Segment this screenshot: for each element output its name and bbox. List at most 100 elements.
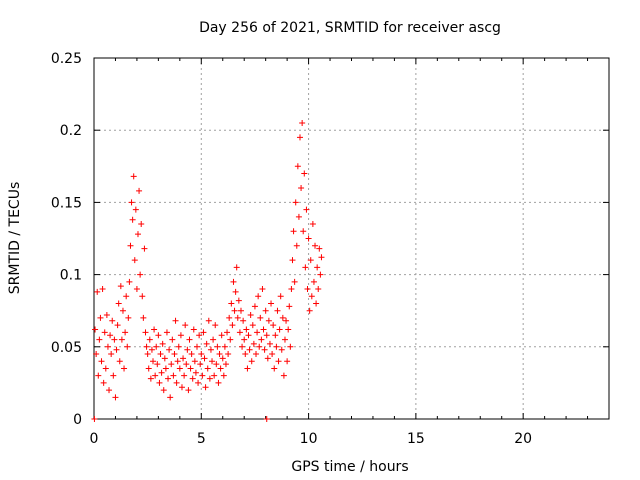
data-point — [196, 332, 203, 339]
data-point — [232, 288, 239, 295]
data-point — [194, 343, 200, 350]
data-point — [280, 372, 287, 379]
data-point — [203, 340, 210, 347]
data-point — [175, 343, 182, 350]
y-tick-label: 0.25 — [51, 51, 82, 67]
data-point — [121, 365, 128, 372]
data-point — [93, 351, 100, 358]
data-point — [161, 355, 168, 362]
data-point — [128, 199, 135, 206]
data-point — [278, 346, 285, 353]
data-point — [132, 206, 139, 213]
data-point — [250, 340, 257, 347]
data-point — [145, 365, 152, 372]
data-point — [255, 293, 262, 300]
data-point — [162, 365, 169, 372]
data-point — [277, 293, 284, 300]
data-point — [249, 322, 256, 329]
data-point — [254, 329, 261, 336]
data-point — [200, 329, 207, 336]
data-point — [95, 372, 102, 379]
data-point — [163, 329, 170, 336]
data-point — [106, 387, 113, 394]
data-point — [230, 278, 237, 285]
data-point — [172, 317, 179, 324]
data-point — [276, 326, 283, 333]
data-point — [300, 228, 307, 235]
data-point — [315, 286, 322, 293]
data-point — [165, 375, 172, 382]
data-point — [102, 365, 109, 372]
data-point — [231, 307, 238, 314]
data-point — [310, 278, 317, 285]
data-point — [117, 283, 124, 290]
data-point — [316, 245, 323, 252]
data-point — [99, 286, 106, 293]
data-point — [174, 358, 181, 365]
data-point — [111, 336, 118, 343]
y-axis-label: SRMTID / TECUs — [7, 182, 23, 295]
data-point — [317, 271, 324, 278]
data-point — [104, 343, 111, 350]
data-point — [123, 293, 130, 300]
data-point — [178, 384, 185, 391]
data-point — [167, 394, 174, 401]
data-point — [124, 343, 131, 350]
data-point — [130, 173, 137, 180]
data-point — [147, 375, 154, 382]
data-point — [291, 278, 298, 285]
data-point — [168, 361, 175, 368]
data-point — [155, 332, 162, 339]
data-point — [190, 326, 197, 333]
x-tick-label: 10 — [300, 431, 318, 447]
data-point — [213, 361, 220, 368]
y-tick-label: 0.05 — [51, 340, 82, 356]
data-point — [134, 231, 141, 238]
data-point — [293, 242, 300, 249]
data-point — [264, 355, 271, 362]
data-point — [107, 332, 114, 339]
data-point — [94, 288, 101, 295]
data-point — [114, 322, 121, 329]
data-point — [247, 312, 254, 319]
data-point — [302, 264, 309, 271]
data-point — [169, 336, 176, 343]
data-point — [257, 314, 264, 321]
data-point — [263, 416, 270, 422]
data-point — [217, 365, 224, 372]
data-point — [243, 326, 250, 333]
data-point — [183, 361, 190, 368]
data-point — [133, 286, 140, 293]
data-point — [288, 286, 295, 293]
data-point — [225, 351, 232, 358]
data-point — [96, 336, 103, 343]
data-point — [187, 365, 194, 372]
data-point — [299, 119, 306, 126]
data-point — [144, 351, 151, 358]
data-point — [239, 343, 246, 350]
data-point — [237, 307, 244, 314]
data-point — [245, 332, 252, 339]
data-point — [292, 199, 299, 206]
data-point — [150, 358, 157, 365]
data-point — [127, 242, 134, 249]
data-point — [262, 307, 269, 314]
data-point — [216, 351, 223, 358]
data-point — [307, 257, 314, 264]
data-point — [279, 314, 286, 321]
data-point — [235, 297, 242, 304]
data-point — [285, 326, 292, 333]
data-point — [154, 361, 161, 368]
data-point — [274, 307, 281, 314]
data-point — [199, 372, 206, 379]
data-point — [138, 221, 145, 228]
y-tick-label: 0 — [73, 412, 82, 428]
data-point — [207, 346, 214, 353]
data-point — [222, 361, 229, 368]
data-point — [211, 372, 218, 379]
data-point — [309, 221, 316, 228]
data-point — [287, 343, 294, 350]
x-axis-label: GPS time / hours — [291, 459, 408, 475]
data-point — [116, 358, 123, 365]
data-point — [206, 375, 213, 382]
